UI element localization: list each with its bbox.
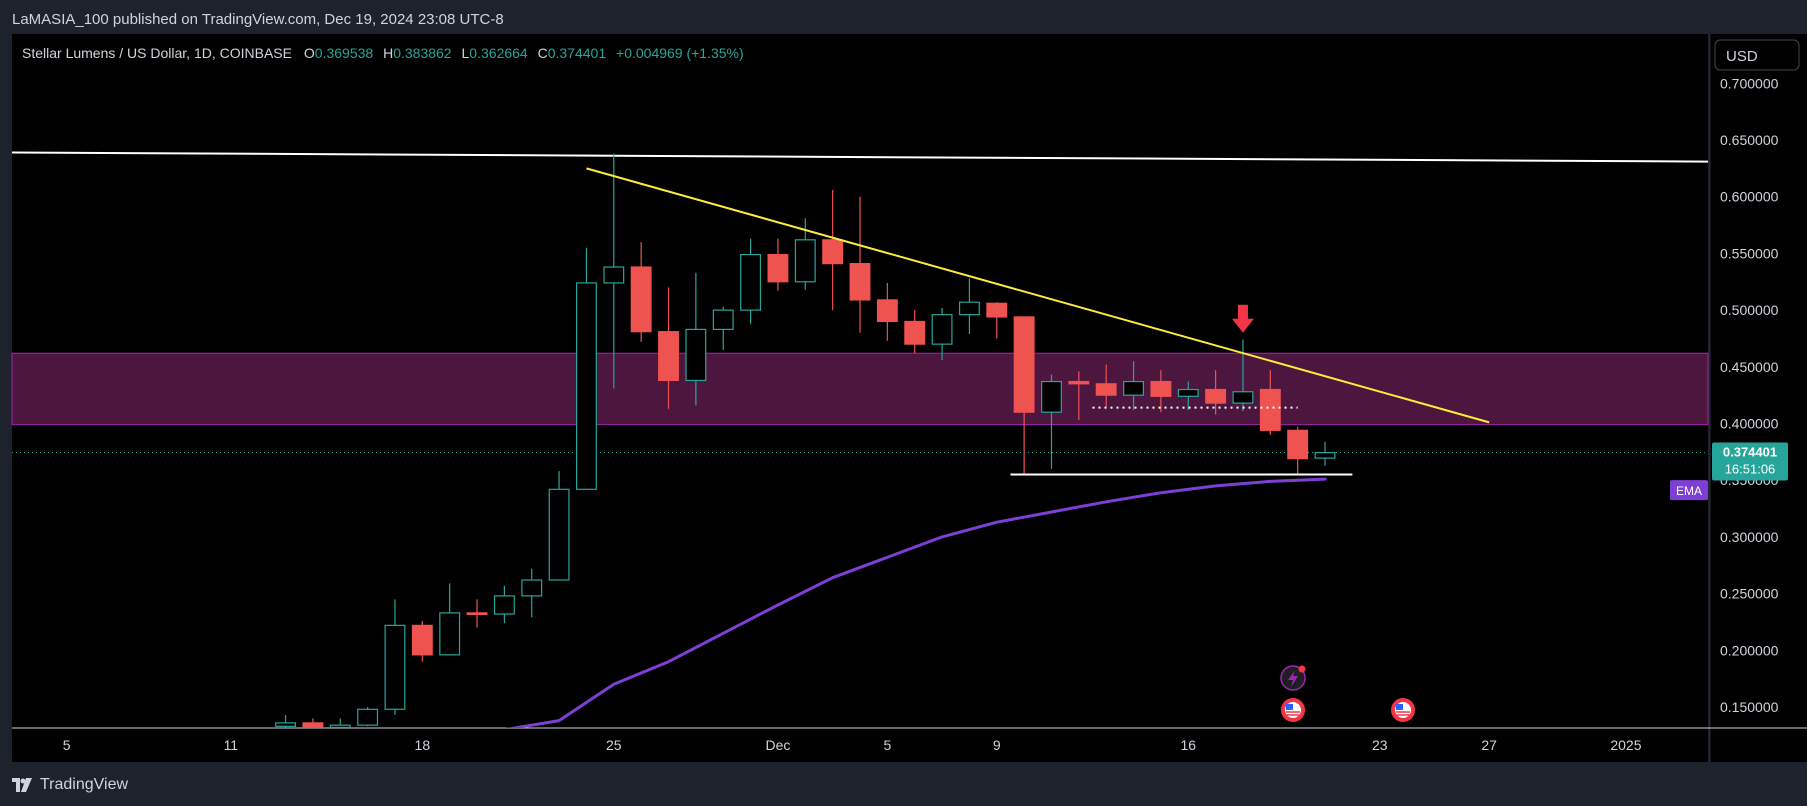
candle-body <box>822 239 844 265</box>
price-axis-tick: 0.250000 <box>1720 586 1779 602</box>
candle-body <box>548 488 570 581</box>
candle-body <box>603 266 625 284</box>
candle-body <box>685 328 707 382</box>
current-price-label: 0.374401 16:51:06 <box>1712 442 1788 481</box>
candle-body <box>1123 380 1144 396</box>
price-axis-tick: 0.400000 <box>1720 416 1779 432</box>
price-axis-tick: 0.500000 <box>1720 302 1779 318</box>
candle-body <box>576 282 597 490</box>
currency-button[interactable]: USD <box>1714 39 1800 71</box>
candle-body <box>1068 380 1090 385</box>
price-axis-tick: 0.700000 <box>1720 75 1779 91</box>
high-value: 0.383862 <box>393 45 452 61</box>
ema-badge[interactable]: EMA <box>1670 480 1708 501</box>
candle-body <box>411 624 433 656</box>
time-axis-tick: 18 <box>415 737 431 753</box>
time-axis-tick: 9 <box>993 737 1001 753</box>
candle-body <box>1314 451 1336 459</box>
chart-frame[interactable]: 0.1500000.2000000.2500000.3000000.350000… <box>0 34 1807 762</box>
candle-body <box>1177 388 1199 397</box>
candle-body <box>493 595 515 615</box>
time-axis-tick: 5 <box>883 737 891 753</box>
time-axis-tick: 25 <box>606 737 622 753</box>
candle-body <box>1232 391 1254 404</box>
candle-body <box>384 624 406 710</box>
ema-label: EMA <box>1676 484 1702 498</box>
countdown-value: 16:51:06 <box>1725 462 1776 477</box>
tradingview-brand[interactable]: TradingView <box>12 776 128 794</box>
time-axis-tick: 23 <box>1372 737 1388 753</box>
candle-body <box>1013 316 1035 413</box>
currency-label: USD <box>1726 48 1758 65</box>
time-axis-tick: 11 <box>224 737 239 753</box>
us-flag-event-icon[interactable] <box>1391 698 1415 722</box>
chart-legend: Stellar Lumens / US Dollar, 1D, COINBASE… <box>22 45 744 61</box>
close-label: C <box>538 45 548 61</box>
current-price-value: 0.374401 <box>1723 445 1777 460</box>
price-axis-tick: 0.600000 <box>1720 189 1779 205</box>
open-value: 0.369538 <box>315 45 374 61</box>
time-axis-tick: 27 <box>1481 737 1497 753</box>
candle-body <box>329 724 351 728</box>
price-axis-tick: 0.650000 <box>1720 132 1779 148</box>
down-arrow-icon[interactable] <box>1231 304 1254 333</box>
lightning-event-icon[interactable] <box>1280 665 1306 691</box>
candle-body <box>275 722 296 727</box>
candle-body <box>1041 380 1062 413</box>
low-value: 0.362664 <box>469 45 528 61</box>
candle-body <box>740 253 762 311</box>
open-label: O <box>304 45 315 61</box>
candle-body <box>466 612 488 616</box>
high-label: H <box>383 45 393 61</box>
time-axis-tick: 16 <box>1180 737 1196 753</box>
resistance-line[interactable] <box>11 151 1709 163</box>
change-value: +0.004969 (+1.35%) <box>616 45 744 61</box>
candle-body <box>1095 383 1117 396</box>
price-axis-tick: 0.150000 <box>1720 699 1779 715</box>
publish-header: LaMASIA_100 published on TradingView.com… <box>0 0 1807 34</box>
time-axis-tick: Dec <box>765 737 790 753</box>
price-axis-tick: 0.550000 <box>1720 245 1779 261</box>
supply-zone <box>11 352 1709 426</box>
candle-body <box>658 331 679 382</box>
candle-body <box>849 263 871 301</box>
price-axis-tick: 0.200000 <box>1720 642 1779 658</box>
time-axis-tick: 2025 <box>1610 737 1641 753</box>
candle-body <box>794 239 816 283</box>
candle-body <box>931 314 953 345</box>
tradingview-logo-icon <box>12 778 34 792</box>
candle-body <box>986 302 1008 318</box>
price-chart[interactable]: 0.1500000.2000000.2500000.3000000.350000… <box>0 34 1807 762</box>
candle-body <box>302 722 324 728</box>
publish-info: LaMASIA_100 published on TradingView.com… <box>12 11 504 28</box>
price-axis-tick: 0.300000 <box>1720 529 1779 545</box>
time-axis-tick: 5 <box>63 737 71 753</box>
candle-body <box>439 612 461 656</box>
candle-body <box>1259 388 1281 431</box>
candle-body <box>630 266 652 333</box>
candle-body <box>521 579 543 597</box>
symbol-title: Stellar Lumens / US Dollar, 1D, COINBASE <box>22 45 292 61</box>
candle-body <box>1287 429 1309 460</box>
candle-body <box>767 253 789 283</box>
candle-body <box>1150 380 1172 397</box>
candle-body <box>958 301 980 316</box>
tradingview-wordmark: TradingView <box>40 776 129 793</box>
candle-body <box>876 299 898 323</box>
price-axis-background <box>1710 34 1807 762</box>
candle-body <box>904 320 926 345</box>
close-value: 0.374401 <box>548 45 607 61</box>
price-axis-tick: 0.450000 <box>1720 359 1779 375</box>
candle-body <box>1205 388 1227 404</box>
candle-body <box>712 309 734 331</box>
descending-trend-line[interactable] <box>586 167 1490 424</box>
footer: TradingView <box>0 762 1807 806</box>
low-label: L <box>462 45 470 61</box>
us-flag-event-icon[interactable] <box>1281 698 1305 722</box>
candle-body <box>357 708 379 726</box>
ema-line <box>505 477 1327 728</box>
